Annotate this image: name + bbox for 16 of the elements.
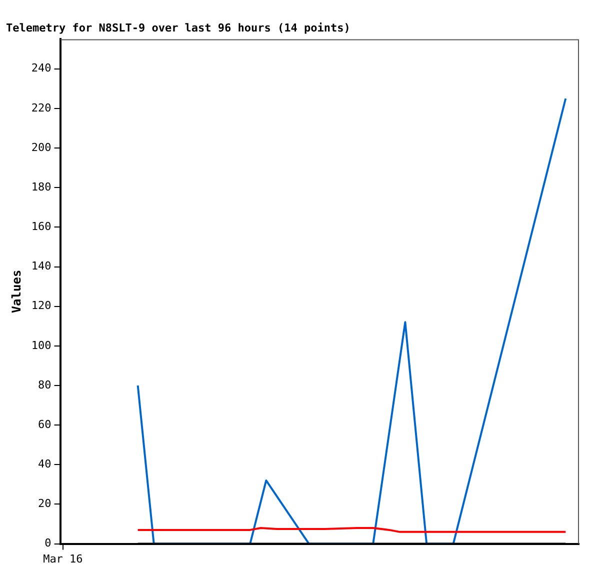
y-tick-label: 80 — [38, 378, 52, 392]
chart-title: Telemetry for N8SLT-9 over last 96 hours (14 points) — [6, 21, 350, 34]
y-tick-label: 140 — [31, 260, 52, 273]
y-tick-label: 200 — [31, 140, 52, 154]
y-tick-label: 0 — [44, 536, 52, 550]
y-tick-label: 40 — [38, 458, 52, 471]
y-tick-label: 220 — [31, 101, 52, 114]
y-tick-label: 120 — [31, 299, 52, 312]
y-tick-label: 240 — [31, 62, 52, 75]
y-tick-label: 160 — [31, 220, 52, 234]
x-tick-label: Mar 16 — [43, 552, 83, 566]
y-tick-label: 20 — [38, 497, 52, 510]
y-axis-title: Values — [9, 270, 24, 314]
y-tick-label: 60 — [38, 418, 52, 431]
y-tick-label: 180 — [31, 180, 52, 194]
y-tick-label: 100 — [31, 338, 52, 352]
